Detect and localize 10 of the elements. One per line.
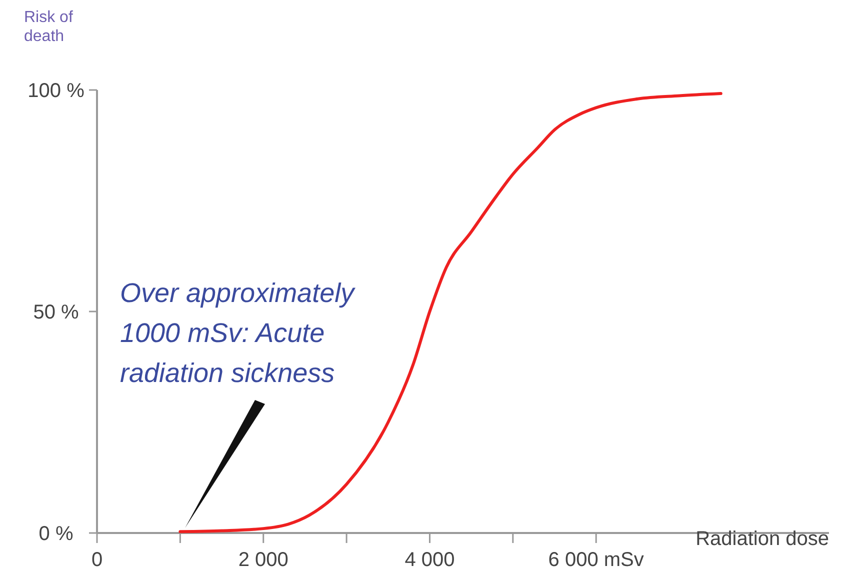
- x-axis-title: Radiation dose: [696, 528, 829, 550]
- y-tick-label: 0 %: [38, 523, 74, 545]
- annotation: Over approximately 1000 mSv: Acute radiation sickness: [120, 278, 356, 388]
- x-tick-label: 6 000 mSv: [548, 549, 644, 571]
- x-tick-label: 0: [91, 549, 103, 571]
- y-tick-label: 100 %: [28, 80, 85, 102]
- y-tick-label: 50 %: [33, 302, 80, 324]
- x-tick-label: 4 000: [404, 549, 455, 571]
- x-tick-label: 2 000: [238, 549, 288, 571]
- y-axis-title: Risk of death: [24, 9, 74, 45]
